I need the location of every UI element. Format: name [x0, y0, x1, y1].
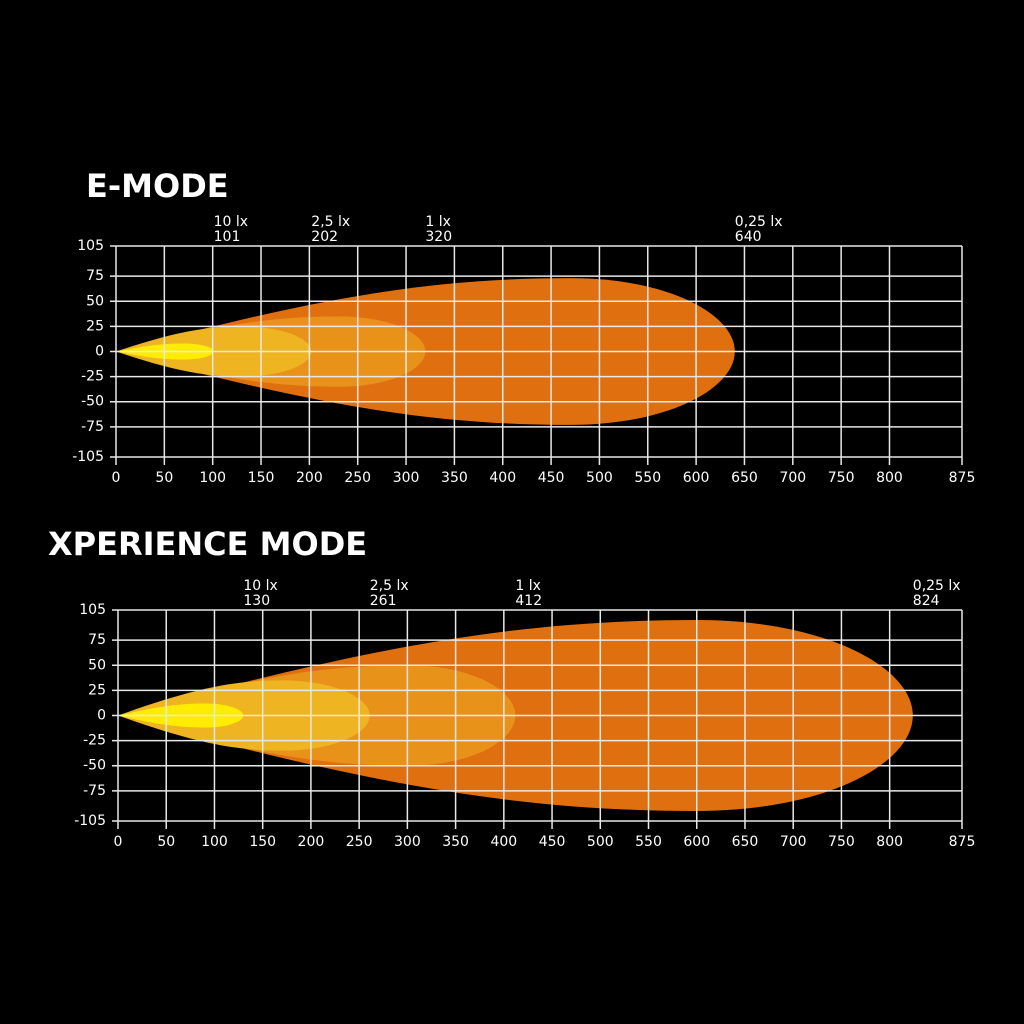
- y-tick-label: 0: [97, 708, 106, 724]
- x-tick-label: 200: [296, 470, 323, 486]
- x-tick-label: 250: [346, 834, 373, 850]
- x-tick-label: 650: [732, 834, 759, 850]
- lux-name: 10 lx: [243, 578, 277, 594]
- x-tick-label: 800: [876, 470, 903, 486]
- x-tick-label: 400: [489, 470, 516, 486]
- x-tick-label: 600: [683, 834, 710, 850]
- lux-reach: 824: [913, 593, 940, 609]
- x-tick-label: 200: [298, 834, 325, 850]
- x-tick-label: 600: [683, 470, 710, 486]
- y-tick-label: -25: [83, 733, 106, 749]
- lux-name: 1 lx: [515, 578, 541, 594]
- chart-title: E-MODE: [86, 167, 229, 205]
- y-tick-label: -50: [81, 394, 104, 410]
- lux-name: 1 lx: [425, 214, 451, 230]
- y-tick-label: 105: [79, 602, 106, 618]
- x-tick-label: 550: [634, 470, 661, 486]
- y-tick-label: -25: [81, 369, 104, 385]
- x-tick-label: 700: [780, 834, 807, 850]
- x-tick-label: 500: [586, 470, 613, 486]
- x-tick-label: 150: [249, 834, 276, 850]
- x-tick-label: 450: [539, 834, 566, 850]
- lux-reach: 101: [214, 229, 241, 245]
- x-tick-label: 350: [442, 834, 469, 850]
- x-tick-label: 450: [538, 470, 565, 486]
- x-tick-label: 550: [635, 834, 662, 850]
- lux-name: 0,25 lx: [913, 578, 961, 594]
- lux-name: 10 lx: [214, 214, 248, 230]
- x-tick-label: 750: [828, 470, 855, 486]
- y-tick-label: -75: [83, 783, 106, 799]
- y-tick-label: 0: [95, 344, 104, 360]
- chart-title: XPERIENCE MODE: [48, 525, 367, 563]
- lux-reach: 202: [311, 229, 338, 245]
- y-tick-label: -105: [74, 813, 106, 829]
- lux-reach: 261: [370, 593, 397, 609]
- x-tick-label: 750: [828, 834, 855, 850]
- x-tick-label: 0: [112, 470, 121, 486]
- lux-reach: 412: [515, 593, 542, 609]
- y-tick-label: 75: [88, 632, 106, 648]
- x-tick-label: 250: [344, 470, 371, 486]
- x-tick-label: 350: [441, 470, 468, 486]
- x-tick-label: 0: [114, 834, 123, 850]
- x-tick-label: 700: [779, 470, 806, 486]
- x-tick-label: 875: [949, 470, 976, 486]
- y-tick-label: 25: [86, 318, 104, 334]
- lux-name: 2,5 lx: [311, 214, 350, 230]
- x-tick-label: 875: [949, 834, 976, 850]
- y-tick-label: -75: [81, 419, 104, 435]
- x-tick-label: 50: [155, 470, 173, 486]
- x-tick-label: 400: [490, 834, 517, 850]
- x-tick-label: 800: [876, 834, 903, 850]
- y-tick-label: 75: [86, 268, 104, 284]
- lux-reach: 640: [735, 229, 762, 245]
- x-tick-label: 650: [731, 470, 758, 486]
- x-tick-label: 300: [393, 470, 420, 486]
- lux-reach: 320: [425, 229, 452, 245]
- y-tick-label: 50: [88, 657, 106, 673]
- x-tick-label: 150: [248, 470, 275, 486]
- y-tick-label: -50: [83, 758, 106, 774]
- x-tick-label: 50: [157, 834, 175, 850]
- lux-name: 0,25 lx: [735, 214, 783, 230]
- x-tick-label: 100: [199, 470, 226, 486]
- x-tick-label: 500: [587, 834, 614, 850]
- y-tick-label: 50: [86, 293, 104, 309]
- x-tick-label: 300: [394, 834, 421, 850]
- lux-reach: 130: [243, 593, 270, 609]
- x-tick-label: 100: [201, 834, 228, 850]
- y-tick-label: 25: [88, 682, 106, 698]
- lux-name: 2,5 lx: [370, 578, 409, 594]
- y-tick-label: 105: [77, 238, 104, 254]
- y-tick-label: -105: [72, 449, 104, 465]
